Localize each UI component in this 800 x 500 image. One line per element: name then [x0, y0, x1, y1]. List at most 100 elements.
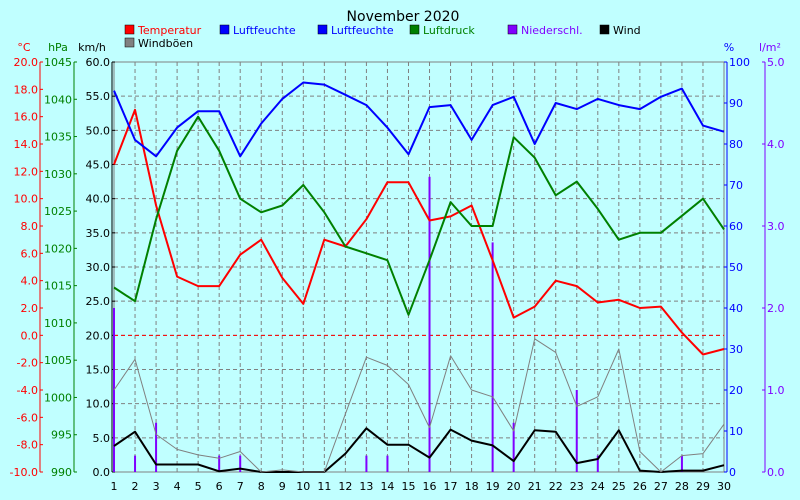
- humidity-tick-label: 100: [729, 56, 750, 69]
- x-tick-label: 6: [216, 480, 223, 493]
- pressure-tick-label: 1000: [44, 391, 72, 404]
- temperature-tick-label: -8.0: [17, 439, 38, 452]
- temperature-tick-label: 4.0: [21, 275, 39, 288]
- x-tick-label: 8: [258, 480, 265, 493]
- temperature-tick-label: 2.0: [21, 302, 39, 315]
- series-line-luftdruck: [113, 115, 725, 316]
- legend-swatch: [124, 37, 135, 48]
- temperature-tick-label: -6.0: [17, 411, 38, 424]
- wind-tick-label: 30.0: [86, 261, 111, 274]
- precipitation-tick-label: 1.0: [767, 384, 785, 397]
- series-line-temperatur: [113, 108, 725, 356]
- humidity-tick-label: 90: [729, 97, 743, 110]
- precipitation-bar: [680, 455, 683, 472]
- temperature-tick-label: -4.0: [17, 384, 38, 397]
- pressure-tick-label: 1030: [44, 168, 72, 181]
- x-tick-label: 29: [696, 480, 710, 493]
- precipitation-bar: [239, 455, 242, 472]
- pressure-tick-label: 1035: [44, 131, 72, 144]
- humidity-tick-label: 70: [729, 179, 743, 192]
- humidity-tick-label: 60: [729, 220, 743, 233]
- temperature-tick-label: -10.0: [10, 466, 38, 479]
- x-tick-label: 14: [380, 480, 394, 493]
- x-tick-label: 9: [279, 480, 286, 493]
- wind-tick-label: 10.0: [86, 398, 111, 411]
- temp-unit-label: °C: [17, 41, 31, 54]
- pressure-tick-label: 1005: [44, 354, 72, 367]
- x-tick-label: 21: [528, 480, 542, 493]
- precipitation-bar: [386, 455, 389, 472]
- wind-tick-label: 15.0: [86, 364, 111, 377]
- legend-swatch: [124, 24, 135, 35]
- legend-swatch: [599, 24, 610, 35]
- humidity-tick-label: 0: [729, 466, 736, 479]
- precipitation-bar: [596, 455, 599, 472]
- pressure-tick-label: 1015: [44, 280, 72, 293]
- temperature-tick-label: 18.0: [14, 83, 39, 96]
- chart-axes: -10.0-8.0-6.0-4.0-2.00.02.04.06.08.010.0…: [10, 56, 785, 493]
- series-line-windb-en: [113, 338, 725, 473]
- legend-label: Niederschl.: [521, 24, 583, 37]
- wind-tick-label: 55.0: [86, 90, 111, 103]
- precipitation-tick-label: 4.0: [767, 138, 785, 151]
- temperature-tick-label: 10.0: [14, 193, 39, 206]
- pressure-tick-label: 1025: [44, 205, 72, 218]
- temperature-tick-label: 0.0: [21, 329, 39, 342]
- series-line-luftfeuchte: [113, 81, 725, 158]
- x-tick-label: 10: [296, 480, 310, 493]
- temperature-tick-label: 8.0: [21, 220, 39, 233]
- x-tick-label: 2: [132, 480, 139, 493]
- press-unit-label: hPa: [48, 41, 68, 54]
- temperature-tick-label: -2.0: [17, 357, 38, 370]
- pressure-tick-label: 990: [51, 466, 72, 479]
- x-tick-label: 25: [612, 480, 626, 493]
- x-tick-label: 20: [507, 480, 521, 493]
- legend-label: Windböen: [138, 37, 193, 50]
- x-tick-label: 24: [591, 480, 605, 493]
- x-tick-label: 18: [465, 480, 479, 493]
- pressure-tick-label: 1045: [44, 56, 72, 69]
- precipitation-bar: [134, 455, 137, 472]
- x-tick-label: 4: [174, 480, 181, 493]
- legend-label: Luftdruck: [423, 24, 475, 37]
- humidity-tick-label: 80: [729, 138, 743, 151]
- legend-swatch: [507, 24, 518, 35]
- hum-unit-label: %: [724, 41, 734, 54]
- precipitation-bar: [575, 390, 578, 472]
- x-tick-label: 1: [111, 480, 118, 493]
- legend-swatch: [317, 24, 328, 35]
- precipitation-tick-label: 3.0: [767, 220, 785, 233]
- wind-tick-label: 40.0: [86, 193, 111, 206]
- legend-swatch: [409, 24, 420, 35]
- temperature-tick-label: 16.0: [14, 111, 39, 124]
- x-tick-label: 30: [717, 480, 731, 493]
- x-tick-label: 17: [444, 480, 458, 493]
- x-tick-label: 19: [486, 480, 500, 493]
- precipitation-bar: [365, 455, 368, 472]
- x-tick-label: 11: [317, 480, 331, 493]
- humidity-tick-label: 40: [729, 302, 743, 315]
- precipitation-bar: [512, 422, 515, 472]
- wind-tick-label: 0.0: [93, 466, 111, 479]
- wind-tick-label: 50.0: [86, 124, 111, 137]
- wind-unit-label: km/h: [78, 41, 106, 54]
- legend-label: Luftfeuchte: [233, 24, 296, 37]
- wind-tick-label: 20.0: [86, 329, 111, 342]
- x-tick-label: 7: [237, 480, 244, 493]
- precipitation-tick-label: 2.0: [767, 302, 785, 315]
- x-tick-label: 27: [654, 480, 668, 493]
- temperature-tick-label: 20.0: [14, 56, 39, 69]
- precipitation-bar: [155, 422, 158, 472]
- series-line-wind: [113, 427, 725, 473]
- pressure-tick-label: 1010: [44, 317, 72, 330]
- humidity-tick-label: 30: [729, 343, 743, 356]
- x-tick-label: 22: [549, 480, 563, 493]
- precipitation-bar: [428, 176, 431, 473]
- legend-swatch: [219, 24, 230, 35]
- legend-label: Luftfeuchte: [331, 24, 394, 37]
- temperature-tick-label: 6.0: [21, 247, 39, 260]
- legend-label: Wind: [613, 24, 641, 37]
- precipitation-tick-label: 5.0: [767, 56, 785, 69]
- precipitation-bar: [491, 242, 494, 472]
